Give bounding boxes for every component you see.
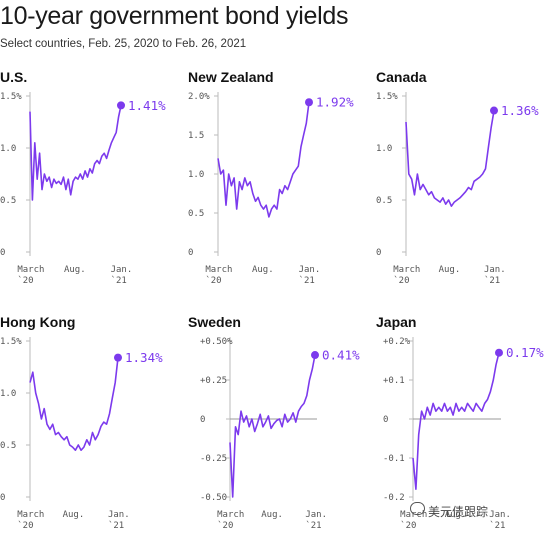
x-tick-label: `21 — [484, 275, 500, 286]
x-tick-label: Jan. — [111, 265, 133, 275]
y-tick-label: 0 — [200, 415, 205, 425]
end-point — [114, 353, 122, 362]
y-tick-label: 1.5% — [0, 92, 22, 102]
y-tick-label: 1.5 — [188, 131, 204, 141]
x-tick-label: March — [17, 265, 44, 275]
end-value-label: 1.34% — [125, 350, 163, 365]
x-tick-label: `20 — [400, 520, 416, 531]
y-tick-label: 1.0 — [0, 144, 16, 154]
x-tick-label: `20 — [205, 275, 221, 286]
y-tick-label: -0.25 — [200, 454, 227, 464]
x-tick-label: `20 — [17, 520, 33, 531]
end-point — [305, 98, 313, 107]
y-tick-label: 1.5% — [0, 337, 22, 347]
x-tick-label: Jan. — [305, 510, 327, 520]
x-tick-label: `21 — [305, 520, 321, 531]
y-tick-label: +0.50% — [200, 337, 233, 347]
series-line — [29, 357, 119, 451]
y-tick-label: 0.5 — [376, 196, 392, 206]
y-tick-label: +0.1 — [383, 376, 405, 386]
x-tick-label: Aug. — [445, 510, 467, 520]
y-tick-label: 0.5 — [0, 196, 16, 206]
y-tick-label: 1.0 — [0, 389, 16, 399]
end-point — [117, 101, 125, 110]
panel-title-canada: Canada — [376, 69, 427, 85]
series-line — [405, 110, 495, 207]
end-value-label: 1.92% — [316, 95, 354, 110]
y-tick-label: 2.0% — [188, 92, 210, 102]
x-tick-label: March — [393, 265, 420, 275]
panel-title-sweden: Sweden — [188, 314, 241, 330]
y-tick-label: -0.50 — [200, 493, 227, 503]
series-line — [412, 352, 500, 490]
x-tick-label: Jan. — [489, 510, 511, 520]
y-tick-label: 1.0 — [188, 170, 204, 180]
panel-title-new-zealand: New Zealand — [188, 69, 274, 85]
x-tick-label: `21 — [299, 275, 315, 286]
y-tick-label: 0 — [383, 415, 388, 425]
watermark-text: 美元债跟踪 — [428, 505, 489, 519]
end-value-label: 1.36% — [501, 103, 539, 118]
end-value-label: 0.41% — [322, 348, 360, 363]
panel-title-japan: Japan — [376, 314, 417, 330]
x-tick-label: `20 — [217, 520, 233, 531]
y-tick-label: 0 — [376, 248, 381, 258]
x-tick-label: Jan. — [299, 265, 321, 275]
x-tick-label: Aug. — [64, 265, 86, 275]
end-point — [311, 351, 319, 360]
panel-title-us: U.S. — [0, 69, 28, 85]
y-tick-label: -0.1 — [383, 454, 405, 464]
x-tick-label: `21 — [111, 275, 127, 286]
x-tick-label: Aug. — [63, 510, 85, 520]
x-tick-label: `21 — [489, 520, 505, 531]
y-tick-label: -0.2 — [383, 493, 405, 503]
y-tick-label: 1.5% — [376, 92, 398, 102]
wechat-icon — [410, 502, 425, 515]
series-line — [29, 105, 122, 201]
x-tick-label: Aug. — [252, 265, 274, 275]
page-title: 10-year government bond yields — [0, 2, 349, 30]
y-tick-label: +0.2% — [383, 337, 411, 347]
x-tick-label: March — [17, 510, 44, 520]
end-value-label: 0.17% — [506, 345, 544, 360]
x-tick-label: Jan. — [108, 510, 130, 520]
x-tick-label: Jan. — [484, 265, 506, 275]
series-line — [217, 102, 310, 218]
panel-title-hong-kong: Hong Kong — [0, 314, 76, 330]
x-tick-label: March — [217, 510, 244, 520]
x-tick-label: Aug. — [439, 265, 461, 275]
x-tick-label: Aug. — [261, 510, 283, 520]
y-tick-label: 0 — [0, 248, 5, 258]
y-tick-label: 0 — [0, 493, 5, 503]
end-value-label: 1.41% — [128, 98, 166, 113]
x-tick-label: `20 — [393, 275, 409, 286]
x-tick-label: March — [400, 510, 427, 520]
x-tick-label: `21 — [108, 520, 124, 531]
series-line — [229, 354, 316, 498]
y-tick-label: 0.5 — [188, 209, 204, 219]
x-tick-label: March — [205, 265, 232, 275]
y-tick-label: 0.5 — [0, 441, 16, 451]
end-point — [490, 106, 498, 115]
y-tick-label: 0 — [188, 248, 193, 258]
x-tick-label: `20 — [17, 275, 33, 286]
y-tick-label: +0.25 — [200, 376, 227, 386]
page-subtitle: Select countries, Feb. 25, 2020 to Feb. … — [0, 38, 247, 50]
end-point — [495, 348, 503, 357]
y-tick-label: 1.0 — [376, 144, 392, 154]
